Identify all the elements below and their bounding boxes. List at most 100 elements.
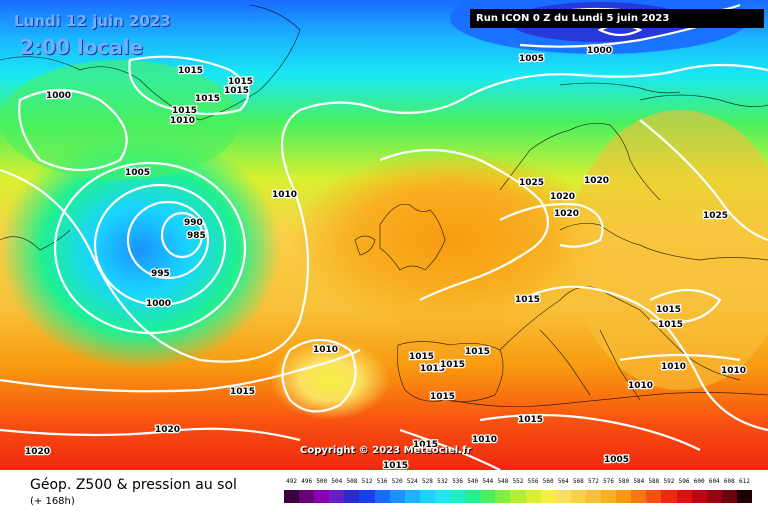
map-canvas: 1000 1015 1015 1015 1015 1015 1010 1005 … <box>0 0 768 470</box>
legend-label: 608 <box>723 478 735 485</box>
legend-swatch <box>676 490 692 503</box>
legend-label: 516 <box>376 478 388 485</box>
legend-swatch <box>525 490 541 503</box>
legend-swatch <box>570 490 586 503</box>
isobar-label: 1015 <box>413 440 438 450</box>
legend-label: 504 <box>331 478 343 485</box>
model-run-banner: Run ICON 0 Z du Lundi 5 juin 2023 <box>470 9 764 28</box>
legend-swatch <box>314 490 330 503</box>
legend-swatch <box>736 490 752 503</box>
isobar-label: 990 <box>184 218 203 228</box>
legend-label: 544 <box>482 478 494 485</box>
isobar-label: 995 <box>151 269 170 279</box>
legend-swatch <box>374 490 390 503</box>
isobar-label: 1015 <box>195 94 220 104</box>
isobar-label: 1010 <box>721 366 746 376</box>
isobar-label: 1015 <box>440 360 465 370</box>
isobar-label: 1015 <box>465 347 490 357</box>
legend-swatch <box>450 490 466 503</box>
isobar-label: 1020 <box>584 176 609 186</box>
isobar-label: 1010 <box>628 381 653 391</box>
legend-swatch <box>585 490 602 503</box>
legend-swatch <box>706 490 722 503</box>
coastlines <box>0 4 768 408</box>
isobar-label: 1025 <box>703 211 728 221</box>
legend-label: 496 <box>301 478 313 485</box>
legend-label: 552 <box>512 478 524 485</box>
legend-swatch <box>495 490 511 503</box>
isobar-label: 1015 <box>430 392 455 402</box>
legend-label: 520 <box>391 478 403 485</box>
legend-swatch <box>721 490 737 503</box>
isobar-label: 1015 <box>178 66 203 76</box>
legend-label: 572 <box>588 478 599 485</box>
isobar-label: 1015 <box>658 320 683 330</box>
isobar-label: 1005 <box>125 168 150 178</box>
legend-swatch <box>419 490 435 503</box>
legend-label: 568 <box>572 478 584 485</box>
legend-label: 592 <box>663 478 675 485</box>
isobar-label: 1000 <box>587 46 612 56</box>
weather-map: 1000 1015 1015 1015 1015 1015 1010 1005 … <box>0 0 768 470</box>
legend-swatch <box>284 490 300 503</box>
europe-ridge-field <box>290 150 610 330</box>
isobar-label: 1020 <box>550 192 575 202</box>
isobar-label: 1000 <box>46 91 71 101</box>
isobar-label: 1005 <box>604 455 629 465</box>
legend-label: 536 <box>452 478 464 485</box>
isobar-label: 985 <box>187 231 206 241</box>
color-scale-legend: 492 496 500 504 508 512 516 520 524 528 532 536 540 5… <box>284 478 752 508</box>
legend-label: 580 <box>618 478 630 485</box>
legend-label: 540 <box>467 478 479 485</box>
legend-swatch <box>434 490 451 503</box>
isobar-label: 1015 <box>420 364 445 374</box>
isobar-label: 1015 <box>409 352 434 362</box>
isobar-label: 1020 <box>25 447 50 457</box>
legend-swatch <box>691 490 707 503</box>
isobar-label: 1010 <box>472 435 497 445</box>
forecast-date: Lundi 12 juin 2023 <box>14 12 171 30</box>
legend-swatch <box>465 490 481 503</box>
azores-field <box>270 340 390 420</box>
legend-swatch <box>329 490 345 503</box>
legend-label: 600 <box>693 478 705 485</box>
isobar-label: 1015 <box>515 295 540 305</box>
legend-label: 596 <box>678 478 690 485</box>
legend-label: 560 <box>542 478 554 485</box>
legend-label: 584 <box>633 478 645 485</box>
isobar-label: 1015 <box>228 77 253 87</box>
legend-label: 492 <box>286 478 297 485</box>
legend-swatch <box>555 490 571 503</box>
legend-swatch <box>616 490 632 503</box>
legend-label: 556 <box>527 478 539 485</box>
isobar-label: 1010 <box>661 362 686 372</box>
isobar-label: 1010 <box>313 345 338 355</box>
isobar-label: 1015 <box>230 387 255 397</box>
isobar-label: 1020 <box>155 425 180 435</box>
legend-label: 524 <box>406 478 418 485</box>
legend-label: 604 <box>708 478 720 485</box>
east-field <box>570 110 768 390</box>
legend-swatch <box>389 490 405 503</box>
legend-swatch <box>661 490 677 503</box>
legend-swatch <box>480 490 496 503</box>
copyright-text: Copyright © 2023 Meteociel.fr <box>300 445 472 456</box>
legend-label: 612 <box>739 478 750 485</box>
legend-swatch <box>601 490 617 503</box>
legend-swatch <box>404 490 420 503</box>
legend-label: 532 <box>437 478 448 485</box>
legend-swatch <box>299 490 315 503</box>
isobar-label: 1015 <box>383 461 408 470</box>
isobar-label: 1000 <box>146 299 171 309</box>
isobar-label: 1015 <box>172 106 197 116</box>
legend-label: 500 <box>316 478 328 485</box>
isobar-label: 1015 <box>656 305 681 315</box>
legend-label: 564 <box>557 478 569 485</box>
legend-swatch <box>631 490 647 503</box>
isobar-labels: 1000 1015 1015 1015 1015 1015 1010 1005 … <box>24 45 748 470</box>
legend-label: 508 <box>346 478 358 485</box>
legend-label: 528 <box>421 478 433 485</box>
isobar-label: 1010 <box>170 116 195 126</box>
legend-label: 588 <box>648 478 660 485</box>
legend-label: 512 <box>361 478 373 485</box>
